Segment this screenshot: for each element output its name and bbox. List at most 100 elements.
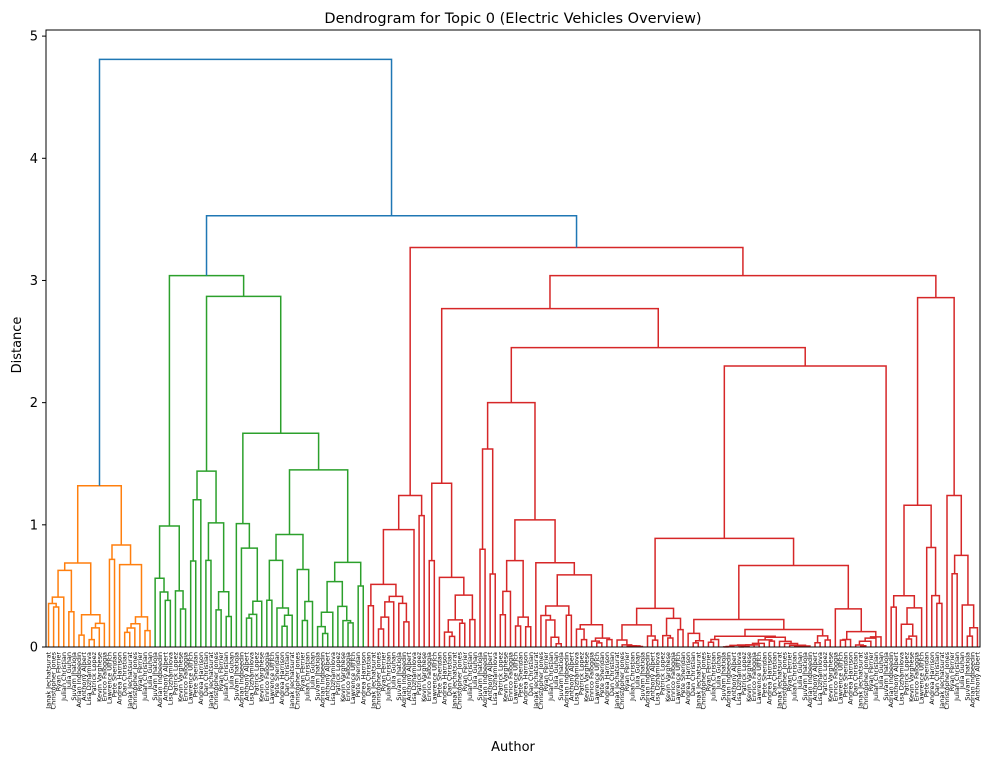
leaf-label: Pete Sheridan bbox=[841, 652, 849, 697]
dendrogram-link bbox=[764, 636, 787, 642]
dendrogram-link bbox=[447, 619, 463, 633]
leaf-label: Julian Christian bbox=[60, 652, 68, 702]
leaf-label: Adrian Ingbeedin bbox=[644, 652, 652, 707]
leaf-label: Anthony Albert bbox=[811, 652, 819, 701]
leaf-label: Julian Christian bbox=[872, 652, 880, 702]
leaf-label: Julian Christian bbox=[466, 652, 474, 702]
dendrogram-link bbox=[382, 528, 415, 647]
dendrogram-link bbox=[189, 560, 197, 647]
leaf-label: Christopher Jones bbox=[456, 651, 464, 709]
dendrogram-link bbox=[778, 640, 792, 647]
dendrogram-link bbox=[854, 644, 864, 647]
leaf-label: Janak Jechatsurat bbox=[775, 652, 783, 710]
leaf-label: Dan Christian bbox=[121, 652, 129, 696]
dendrogram-link bbox=[275, 533, 304, 570]
leaf-label: Janak Jechatsurat bbox=[451, 652, 459, 710]
leaf-label: Patrick Lopez bbox=[334, 651, 342, 695]
leaf-label: Enrico Faloggia bbox=[344, 652, 352, 701]
leaf-label: Adrian Ingbeedin bbox=[806, 652, 814, 707]
leaf-label: Anthony Albert bbox=[730, 652, 738, 701]
leaf-label: Pete Sheridan bbox=[517, 652, 525, 697]
x-axis-label: Author bbox=[491, 740, 535, 755]
leaf-label: Patrick Lopez bbox=[415, 651, 423, 695]
dendrogram-link bbox=[744, 628, 824, 637]
leaf-label: Kevin Varghese bbox=[907, 652, 915, 702]
dendrogram-link bbox=[908, 635, 918, 647]
leaf-label: Janak Jechatsurat bbox=[288, 652, 296, 710]
leaf-label: Enrico Faloggia bbox=[506, 652, 514, 701]
leaf-label: Ryan Ferrier bbox=[461, 652, 469, 692]
dendrogram-link bbox=[126, 627, 136, 647]
leaf-label: Christopher Jones bbox=[293, 651, 301, 709]
dendrogram-link-root bbox=[98, 58, 393, 486]
dendrogram-link bbox=[111, 544, 132, 565]
leaf-label: Lisa Dzhamilova bbox=[572, 652, 580, 705]
dendrogram-link bbox=[179, 608, 187, 647]
leaf-label: Adrian Ingbeedin bbox=[75, 652, 83, 707]
leaf-label: Pete Sheridan bbox=[273, 652, 281, 697]
leaf-label: Suvam Jhatiola bbox=[314, 652, 322, 701]
leaf-label: Julia Guhan bbox=[552, 652, 560, 690]
dendrogram-link bbox=[667, 637, 674, 647]
leaf-label: Julia Guhan bbox=[390, 652, 398, 690]
leaf-label: Enrico Faloggia bbox=[669, 652, 677, 701]
dendrogram-link bbox=[384, 601, 395, 647]
dendrogram-link bbox=[301, 619, 309, 647]
leaf-label: Dan Christian bbox=[689, 652, 697, 696]
dendrogram-link bbox=[710, 638, 720, 647]
leaf-label: Christopher Jones bbox=[862, 651, 870, 709]
leaf-label: Patrick Lopez bbox=[578, 651, 586, 695]
leaf-label: Dan Christian bbox=[202, 652, 210, 696]
leaf-label: Andrea Harrison bbox=[440, 652, 448, 705]
dendrogram-link bbox=[692, 642, 700, 647]
dendrogram-tree bbox=[47, 58, 979, 648]
leaf-label: Ryan Ferrier bbox=[136, 652, 144, 692]
leaf-label: Andrea Harrison bbox=[847, 652, 855, 705]
leaf-label: Lawrence Ulrich bbox=[268, 652, 276, 704]
leaf-label: Adrian Ingbeedin bbox=[562, 652, 570, 707]
leaf-label: Janak Jechatsurat bbox=[45, 652, 53, 710]
dendrogram-link bbox=[858, 640, 872, 647]
leaf-label: Pete Sheridan bbox=[111, 652, 119, 697]
dendrogram-link bbox=[158, 525, 180, 591]
leaf-label: Suvam Jhatiola bbox=[395, 652, 403, 701]
leaf-label: Dan Christian bbox=[852, 652, 860, 696]
dendrogram-link bbox=[550, 636, 560, 647]
leaf-label: Kevin Varghese bbox=[339, 652, 347, 702]
dendrogram-link bbox=[961, 604, 975, 647]
leaf-label: Julia Guhan bbox=[715, 652, 723, 690]
chart-title: Dendrogram for Topic 0 (Electric Vehicle… bbox=[324, 11, 701, 27]
dendrogram-link bbox=[321, 632, 329, 647]
leaf-label: Pete Sheridan bbox=[354, 652, 362, 697]
leaf-label: Julian Christian bbox=[141, 652, 149, 702]
leaf-label: Christopher Jones bbox=[131, 651, 139, 709]
leaf-label: Ryan Ferrier bbox=[786, 652, 794, 692]
leaf-label: Julia Guhan bbox=[796, 652, 804, 690]
dendrogram-link bbox=[606, 638, 613, 647]
leaf-label: Ryan Ferrier bbox=[704, 652, 712, 692]
leaf-label: Julian Christian bbox=[791, 652, 799, 702]
leaf-label: Kevin Varghese bbox=[501, 652, 509, 702]
dendrogram-link bbox=[108, 558, 116, 647]
dendrogram-link bbox=[154, 577, 165, 647]
leaf-label: Lisa Dzhamilova bbox=[897, 652, 905, 705]
leaf-label: Lisa Dzhamilova bbox=[329, 652, 337, 705]
leaf-label: Andrea Harrison bbox=[197, 652, 205, 705]
dendrogram-link bbox=[846, 630, 877, 640]
leaf-label: Janak Jechatsurat bbox=[694, 652, 702, 710]
dendrogram-link bbox=[626, 644, 637, 647]
leaf-label: Christopher Jones bbox=[781, 651, 789, 709]
leaf-label: Suvam Jhatiola bbox=[963, 652, 971, 701]
leaf-label: Enrico Faloggia bbox=[750, 652, 758, 701]
leaf-label: Adrian Ingbeedin bbox=[481, 652, 489, 707]
leaf-label: Adrian Ingbeedin bbox=[156, 652, 164, 707]
dendrogram-link bbox=[225, 615, 233, 647]
dendrogram-link bbox=[144, 629, 151, 647]
leaf-label: Lawrence Ulrich bbox=[755, 652, 763, 704]
dendrogram-link bbox=[502, 590, 512, 647]
dendrogram-link bbox=[123, 631, 131, 647]
plot-frame bbox=[45, 29, 981, 648]
leaf-label: Enrico Faloggia bbox=[588, 652, 596, 701]
dendrogram-link bbox=[88, 638, 95, 647]
